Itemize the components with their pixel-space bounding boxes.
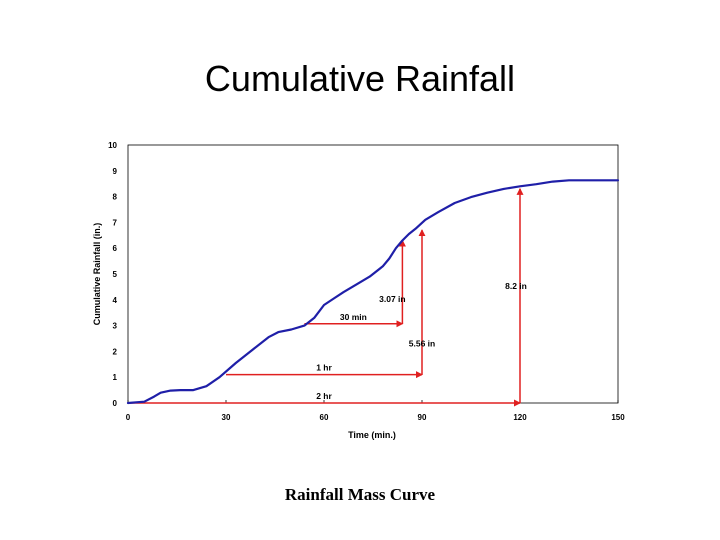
- annotation-label: 5.56 in: [409, 339, 435, 349]
- annotation-label: 3.07 in: [379, 294, 405, 304]
- x-tick-label: 150: [611, 413, 625, 422]
- y-axis-ticks: 0 1 2 3 4 5 6 7 8 9 10: [108, 141, 117, 408]
- annotation-label: 8.2 in: [505, 281, 527, 291]
- y-tick-label: 4: [113, 296, 118, 305]
- annotation-label: 30 min: [340, 312, 367, 322]
- x-tick-label: 90: [418, 413, 427, 422]
- x-axis-label: Time (min.): [348, 430, 396, 440]
- y-tick-label: 6: [113, 244, 118, 253]
- y-tick-label: 5: [113, 270, 118, 279]
- x-tick-label: 60: [320, 413, 329, 422]
- rainfall-curve: [126, 179, 620, 405]
- x-tick-label: 120: [513, 413, 527, 422]
- series-layer: [126, 179, 620, 405]
- y-tick-label: 8: [113, 193, 118, 202]
- y-tick-label: 1: [113, 373, 118, 382]
- annotation-label: 2 hr: [316, 391, 332, 401]
- y-tick-label: 2: [113, 347, 118, 356]
- figure-caption: Rainfall Mass Curve: [284, 485, 436, 504]
- y-tick-label: 10: [108, 141, 117, 150]
- y-tick-label: 9: [113, 167, 118, 176]
- x-tick-label: 0: [126, 413, 131, 422]
- y-tick-label: 7: [113, 218, 118, 227]
- annotation-arrows: 3.07 in 30 min 5.56 in 1 hr 8.2 in 2 hr: [128, 187, 527, 407]
- y-tick-label: 3: [113, 322, 118, 331]
- y-tick-label: 0: [113, 399, 118, 408]
- x-tick-label: 30: [222, 413, 231, 422]
- y-axis-label: Cumulative Rainfall (in.): [92, 223, 102, 326]
- slide-title: Cumulative Rainfall: [204, 58, 516, 99]
- annotation-label: 1 hr: [316, 363, 332, 373]
